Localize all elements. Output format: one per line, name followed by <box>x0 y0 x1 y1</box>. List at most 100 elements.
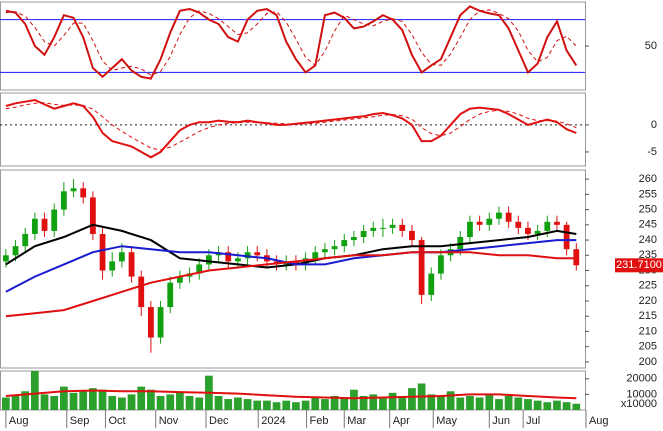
candle-body <box>147 307 154 338</box>
volume-bar <box>98 389 107 410</box>
y-tick-label: 240 <box>639 234 657 246</box>
volume-bar <box>195 397 204 410</box>
x-tick-label: Feb <box>310 415 329 427</box>
candle-body <box>60 191 67 210</box>
volume-bar <box>427 394 436 410</box>
candle-body <box>496 212 502 219</box>
volume-bar <box>60 386 68 410</box>
volume-bar <box>253 400 262 410</box>
candle-body <box>563 224 570 250</box>
volume-bar <box>369 394 378 410</box>
series-line <box>5 251 577 318</box>
candle-body <box>544 221 551 231</box>
candle-body <box>138 276 145 308</box>
volume-bar <box>456 397 465 410</box>
volume-bar <box>533 400 542 410</box>
candle-body <box>418 240 425 295</box>
price-label: 231.7100 <box>616 259 662 271</box>
volume-bar <box>127 394 136 410</box>
candle-body <box>505 212 512 222</box>
candle-body <box>380 227 386 229</box>
series-line <box>5 389 577 400</box>
x-tick-label: Aug <box>9 415 29 427</box>
y-tick-label: 255 <box>639 188 657 200</box>
candle-body <box>176 276 183 283</box>
candle-body <box>486 218 493 225</box>
volume-bar <box>466 395 474 410</box>
candle-body <box>409 230 415 241</box>
candle-body <box>70 188 77 192</box>
multiplier-label: x10000 <box>621 398 657 410</box>
candle-body <box>312 252 319 259</box>
volume-bar <box>485 394 494 410</box>
candle-body <box>196 264 203 274</box>
volume-bar <box>214 395 223 410</box>
candle-body <box>322 249 328 253</box>
series-line <box>5 239 577 293</box>
y-tick-label: 260 <box>639 173 657 185</box>
volume-bar <box>89 388 97 410</box>
volume-bar <box>311 397 320 410</box>
volume-bar <box>292 402 300 410</box>
volume-bar <box>572 403 581 410</box>
volume-bar <box>272 402 281 410</box>
volume-bar <box>156 395 165 410</box>
candle-body <box>331 246 338 250</box>
x-tick-label: Jul <box>526 415 540 427</box>
y-tick-label: 225 <box>639 280 657 292</box>
volume-bar <box>562 402 571 410</box>
candle-body <box>389 224 396 228</box>
candle-body <box>118 252 125 262</box>
candle-body <box>2 255 9 262</box>
panel-frame <box>0 92 586 167</box>
volume-bar <box>543 402 552 410</box>
volume-bar <box>166 394 175 410</box>
price-label-box <box>615 258 663 273</box>
y-tick-label: 10000 <box>626 388 657 400</box>
candle-body <box>206 255 212 265</box>
y-tick-label: 215 <box>639 310 657 322</box>
volume-bar <box>340 397 349 410</box>
x-tick-label: Mar <box>347 415 366 427</box>
volume-bar <box>118 397 126 410</box>
candle-body <box>157 307 164 338</box>
candle-body <box>41 218 48 231</box>
candle-body <box>167 282 174 308</box>
y-tick-label: 210 <box>639 325 657 337</box>
candle-body <box>80 188 87 198</box>
y-tick-label: 20000 <box>626 373 657 385</box>
y-tick-label: 50 <box>645 40 657 52</box>
candle-body <box>244 252 251 259</box>
y-tick-label: 235 <box>639 249 657 261</box>
candle-body <box>457 237 464 250</box>
x-tick-label: Oct <box>108 415 125 427</box>
candle-body <box>254 252 261 256</box>
candle-body <box>554 221 560 225</box>
y-tick-label: 220 <box>639 295 657 307</box>
series-line <box>5 102 577 151</box>
candle-body <box>225 252 232 262</box>
volume-bar <box>514 397 523 410</box>
candle-body <box>235 258 241 262</box>
candle-body <box>428 273 435 295</box>
x-tick-label: 2024 <box>261 415 285 427</box>
volume-bar <box>2 397 10 410</box>
y-tick-label: 245 <box>639 219 657 231</box>
candle-body <box>293 261 299 265</box>
candle-body <box>515 221 522 228</box>
series-line <box>5 9 577 76</box>
y-tick-label: -5 <box>647 146 657 158</box>
x-tick-label: Jun <box>492 415 510 427</box>
candle-body <box>370 227 377 231</box>
volume-bar <box>437 395 445 410</box>
candle-body <box>351 237 357 241</box>
x-tick-label: Aug <box>589 415 609 427</box>
candle-body <box>438 255 444 274</box>
candle-body <box>99 233 106 271</box>
candle-body <box>128 252 135 277</box>
volume-bar <box>50 395 59 410</box>
panel-frame <box>0 169 586 369</box>
volume-bar <box>475 397 484 410</box>
